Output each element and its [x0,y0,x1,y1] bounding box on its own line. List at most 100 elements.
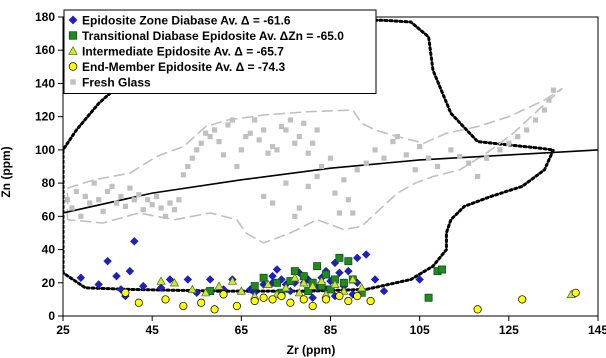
series-4-point [154,193,160,199]
series-4-point [314,173,320,180]
series-4-point [336,210,343,216]
series-1-point [335,253,344,262]
series-2-point [227,276,238,285]
series-3-point [277,292,286,301]
series-2-point [214,281,224,290]
series-4-point [332,190,338,196]
series-4-point [243,134,249,140]
series-4-point [145,197,151,203]
series-4-point [118,193,124,199]
y-tick-label: 140 [35,76,55,90]
series-4-point [417,143,423,150]
series-2-point [357,283,367,292]
series-2-point [330,279,340,288]
series-4-point [247,130,253,136]
series-4-point [515,134,521,140]
fresh-glass-field-envelope [66,87,563,244]
series-4-point [466,160,472,166]
x-axis-title: Zr (ppm) [287,343,336,357]
series-4-point [261,127,267,133]
series-0-point [277,275,286,284]
series-4-point [341,177,347,183]
series-0-point [415,275,424,284]
series-4-point [394,134,400,140]
series-2-point [187,284,197,293]
series-4-point [82,193,88,199]
series-4-point [73,188,79,195]
series-3-point [219,290,228,299]
series-4-point [211,127,218,133]
series-4-point [198,140,204,146]
series-2 [156,273,576,300]
series-3-point [250,296,259,306]
series-0-point [205,275,215,284]
series-4-point [497,147,503,153]
series-0-point [125,266,135,276]
series-4-point [274,147,280,153]
series-2-point [290,273,300,282]
series-4-point [194,147,200,153]
series-4-point [390,138,396,145]
series-0-point [370,275,380,284]
series-4-point [180,172,186,178]
legend: Epidosite Zone Diabase Av. Δ = -61.6Tran… [63,9,377,94]
series-4-point [403,152,409,158]
series-0-point [335,268,344,278]
series-4-point [131,197,137,203]
series-4-point [305,183,311,190]
series-4-point [127,185,133,191]
series-4-point [524,127,530,133]
series-3-point [353,292,362,301]
plot-content [63,18,598,314]
series-4-point [434,163,441,170]
series-4-point [278,124,285,130]
series-4-point [506,140,512,146]
series-3-point [321,295,331,304]
series-3-point [232,301,241,311]
legend-label-0: Epidosite Zone Diabase Av. Δ = -61.6 [82,14,291,28]
series-4-point [448,147,454,153]
series-1-point [424,293,433,302]
series-3-point [571,288,580,297]
series-4-point [162,213,169,219]
series-1-point [250,282,259,291]
series-3-point [344,296,353,306]
series-4-point [256,137,262,143]
series-4-point [457,153,463,160]
series-0-point [183,275,193,284]
series-1-point [313,262,322,271]
series-2-point [156,276,166,285]
series-4-point [292,213,298,219]
series-4-point [252,117,258,123]
y-tick-label: 160 [35,43,55,57]
series-2-point [294,288,304,297]
legend-label-2: Intermediate Epidosite Av. Δ = -65.7 [82,45,284,59]
series-2-point [316,276,327,285]
series-4-point [109,183,115,190]
series-4-point [345,197,351,203]
series-0-point [94,280,103,289]
series-0-point [156,283,166,292]
x-tick-label: 45 [145,323,159,337]
series-4-point [64,197,71,203]
series-4-point [475,173,481,180]
series-0-point [259,280,268,289]
legend-marker-3 [68,62,78,71]
x-tick-label: 25 [56,323,70,337]
series-4-point [140,207,146,213]
series-4-point [225,122,231,128]
series-4-point [189,155,195,161]
series-1-point [273,278,281,287]
legend-label-3: End-Member Epidosite Av. Δ = -74.3 [82,60,286,74]
x-tick-label: 105 [410,323,430,337]
series-4-point [100,208,106,214]
legend-label-4: Fresh Glass [82,76,151,90]
series-0-point [272,265,282,274]
series-4-point [287,117,293,123]
series-4-point [87,200,93,206]
series-0-point [139,281,148,291]
series-4-point [381,155,387,161]
series-0-point [353,253,362,263]
x-tick-label: 145 [588,323,606,337]
